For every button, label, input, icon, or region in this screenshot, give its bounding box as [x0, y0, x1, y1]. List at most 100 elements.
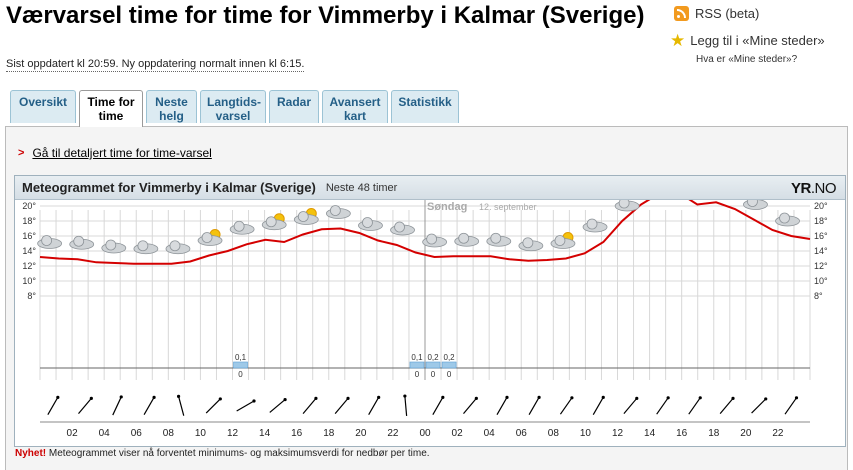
- wind-arrow: [751, 398, 767, 414]
- y-tick-label-left: 8°: [27, 291, 36, 301]
- wind-arrow-head: [56, 395, 60, 399]
- update-status: Sist oppdatert kl 20:59. Ny oppdatering …: [6, 58, 305, 72]
- wind-arrow: [47, 397, 59, 415]
- day-date: 12. september: [479, 202, 537, 212]
- precip-bar: [409, 361, 425, 369]
- y-tick-label-right: 10°: [814, 276, 828, 286]
- wind-arrow-head: [505, 395, 509, 399]
- meteogram-header: Meteogrammet for Vimmerby i Kalmar (Sver…: [15, 176, 845, 200]
- x-tick-label: 22: [772, 428, 784, 439]
- precip-bar: [233, 361, 248, 369]
- footer-note-text: Meteogrammet viser nå forventet minimums…: [46, 448, 430, 459]
- precip-min-label: 0: [447, 370, 452, 379]
- tab-time-for-time[interactable]: Time for time: [79, 90, 143, 127]
- x-tick-label: 20: [355, 428, 367, 439]
- wind-arrow: [559, 397, 573, 415]
- wind-arrow: [432, 397, 444, 415]
- x-tick-label: 04: [484, 428, 496, 439]
- precip-max-label: 0,2: [427, 353, 439, 362]
- wind-arrow: [236, 400, 255, 412]
- tab-avansert-kart[interactable]: Avansert kart: [322, 90, 388, 123]
- tab-oversikt[interactable]: Oversikt: [10, 90, 76, 123]
- wind-arrow: [719, 397, 734, 415]
- wind-arrow: [112, 396, 122, 416]
- cloud-icon-puff: [137, 240, 149, 252]
- rss-icon: [674, 6, 689, 21]
- cloud-icon-puff: [554, 235, 566, 246]
- wind-arrow: [592, 397, 604, 415]
- cloud-icon-puff: [329, 205, 341, 216]
- wind-arrow: [205, 398, 221, 414]
- y-tick-label-right: 14°: [814, 246, 828, 256]
- x-tick-label: 06: [516, 428, 528, 439]
- detail-link[interactable]: Gå til detaljert time for time-varsel: [32, 146, 212, 160]
- mine-help-link[interactable]: Hva er «Mine steder»?: [696, 54, 798, 65]
- detail-link-row: > Gå til detaljert time for time-varsel: [18, 146, 212, 160]
- rss-label[interactable]: RSS (beta): [695, 6, 760, 21]
- precip-max-label: 0,2: [444, 353, 456, 362]
- precip-min-label: 0: [415, 370, 420, 379]
- cloud-icon-puff: [73, 235, 85, 247]
- wind-arrow-head: [283, 397, 287, 402]
- wind-arrow: [368, 397, 380, 415]
- cloud-icon-puff: [394, 221, 405, 233]
- wind-arrow: [302, 397, 317, 415]
- wind-arrow-head: [119, 395, 123, 399]
- tab-langtidsvarsel[interactable]: Langtids-varsel: [200, 90, 266, 123]
- wind-arrow: [623, 397, 638, 415]
- wind-arrow: [334, 397, 349, 415]
- x-tick-label: 16: [676, 428, 688, 439]
- meteogram-subtitle: Neste 48 timer: [325, 181, 398, 194]
- cloud-icon-puff: [747, 200, 758, 207]
- y-tick-label-right: 16°: [814, 231, 828, 241]
- cloud-icon-puff: [490, 232, 502, 244]
- tab-radar[interactable]: Radar: [269, 90, 319, 123]
- add-to-mine-link[interactable]: ★ Legg til i «Mine steder»: [670, 32, 825, 49]
- yr-logo-main: YR: [790, 180, 811, 197]
- wind-arrow-head: [89, 396, 93, 400]
- x-tick-label: 12: [227, 428, 239, 439]
- cloud-icon-puff: [586, 218, 598, 230]
- x-tick-label: 00: [419, 428, 431, 439]
- tab-neste-helg[interactable]: Neste helg: [146, 90, 197, 123]
- x-tick-label: 02: [67, 428, 79, 439]
- wind-arrow: [78, 397, 92, 415]
- cloud-icon-puff: [297, 211, 309, 222]
- wind-arrow: [496, 397, 508, 415]
- y-tick-label-right: 18°: [814, 216, 828, 226]
- precip-bar: [425, 361, 441, 369]
- y-tick-label-left: 20°: [22, 201, 36, 211]
- day-label: Søndag: [427, 201, 467, 213]
- cloud-icon-puff: [169, 240, 181, 252]
- wind-arrow-head: [635, 396, 639, 400]
- wind-arrow: [528, 397, 540, 415]
- x-tick-label: 14: [259, 428, 271, 439]
- yr-logo: YR.NO: [790, 180, 837, 197]
- wind-arrow: [784, 397, 797, 415]
- precip-max-label: 0,1: [235, 353, 247, 362]
- precip-min-label: 0: [238, 370, 243, 379]
- footer-note: Nyhet! Meteogrammet viser nå forventet m…: [15, 448, 430, 459]
- wind-arrow-head: [764, 397, 768, 401]
- x-tick-label: 22: [387, 428, 399, 439]
- wind-arrow: [688, 397, 701, 415]
- wind-arrow: [143, 397, 155, 415]
- star-icon: ★: [670, 31, 686, 50]
- x-tick-label: 02: [452, 428, 464, 439]
- yr-logo-tld: .NO: [810, 180, 837, 197]
- y-tick-label-right: 12°: [814, 261, 828, 271]
- rss-link[interactable]: RSS (beta): [674, 6, 759, 21]
- add-to-mine-label[interactable]: Legg til i «Mine steder»: [690, 33, 825, 48]
- x-tick-label: 20: [740, 428, 752, 439]
- tab-statistikk[interactable]: Statistikk: [391, 90, 459, 123]
- cloud-icon-puff: [233, 220, 245, 232]
- wind-arrow-head: [403, 394, 407, 398]
- precip-bar: [441, 361, 457, 369]
- x-tick-label: 08: [163, 428, 175, 439]
- wind-arrow: [269, 399, 286, 413]
- wind-arrow-head: [474, 396, 478, 400]
- x-tick-label: 18: [323, 428, 335, 439]
- y-tick-label-left: 16°: [22, 231, 36, 241]
- cloud-icon-puff: [458, 232, 470, 244]
- arrow-icon: >: [18, 147, 25, 159]
